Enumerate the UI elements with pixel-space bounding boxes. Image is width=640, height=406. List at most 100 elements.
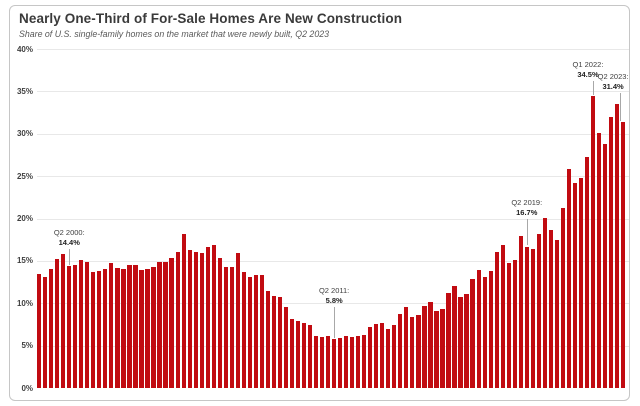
bar [326,336,331,388]
bar [470,278,475,388]
bar [307,325,313,388]
bar [319,337,325,388]
y-tick-label: 40% [16,44,33,54]
chart-panel: Nearly One-Third of For-Sale Homes Are N… [9,5,630,401]
bar [187,249,192,388]
bar [199,253,204,388]
bar [157,261,162,388]
y-tick-label: 35% [16,86,33,96]
gridline [37,133,629,135]
bar [368,327,373,388]
bar [446,293,451,388]
plot-area [37,49,629,388]
annotation: Q2 2011: 5.8% [306,286,362,306]
bar [356,336,361,388]
bar [169,258,174,388]
bar [43,277,48,388]
bar [145,269,150,388]
bar [374,324,379,388]
bar [79,260,84,388]
bar [163,261,168,388]
gridline [37,218,629,220]
bar [67,266,72,388]
bar [494,252,499,388]
bar [247,277,252,388]
bar [295,321,301,388]
bar [554,239,559,388]
bar [241,271,246,388]
gridline [37,91,629,93]
annotation-value: 5.8% [325,296,343,305]
annotation-value: 16.7% [516,208,538,217]
bar [410,316,415,388]
leader-line [592,81,594,95]
bar [530,249,535,388]
annotation: Q2 2000: 14.4% [41,228,97,248]
bar [362,334,367,388]
bar [608,116,614,388]
gridline [37,260,629,262]
bar [211,244,216,388]
gridline [37,303,629,305]
bar [386,328,391,388]
bar [193,251,198,388]
bar [139,270,144,388]
bar [458,296,463,388]
leader-line [526,219,528,246]
bar [584,156,590,388]
bar [115,267,120,388]
y-tick-label: 30% [16,129,33,139]
bar [500,244,505,388]
bar [55,259,60,388]
bar [344,335,349,388]
bar [205,247,210,388]
bar [596,132,602,388]
leader-line [620,93,622,121]
leader-line [334,307,336,338]
bar [313,335,319,388]
y-tick-label: 20% [16,214,33,223]
annotation: Q2 2019: 16.7% [499,198,555,218]
bar [229,266,234,388]
bar [109,262,114,388]
bar [506,262,511,388]
bar [181,233,186,388]
bar [301,322,307,388]
bar [548,229,553,388]
bar [452,286,457,388]
bar [614,104,620,388]
annotation-label: Q2 2000: [53,228,85,237]
bar [235,253,240,388]
bar [277,297,283,388]
annotation: Q2 2023: 31.4% [585,72,640,92]
annotation-label: Q2 2019: [511,198,543,207]
bar [73,265,78,388]
bar [133,265,138,388]
bar [590,95,596,388]
bar [398,314,403,388]
bar [542,217,547,388]
y-tick-label: 0% [21,383,33,393]
bar [350,337,355,388]
bar [572,182,578,388]
annotation-label: Q1 2022: [572,60,604,69]
bar [404,306,409,388]
bar [49,269,54,388]
bar [265,290,271,388]
bar [223,266,228,388]
bar [518,235,523,388]
bar [271,295,277,388]
bar [422,305,427,388]
bar [332,338,337,388]
bar [175,251,180,388]
bar [620,121,626,388]
bar [289,319,295,388]
gridline [37,49,629,50]
annotation-value: 31.4% [602,82,624,91]
bar [482,277,487,388]
bar [380,322,385,388]
chart-title: Nearly One-Third of For-Sale Homes Are N… [19,11,403,26]
bar [416,315,421,388]
annotation: Q1 2022: 34.5% [560,60,616,80]
leader-line [69,249,71,265]
